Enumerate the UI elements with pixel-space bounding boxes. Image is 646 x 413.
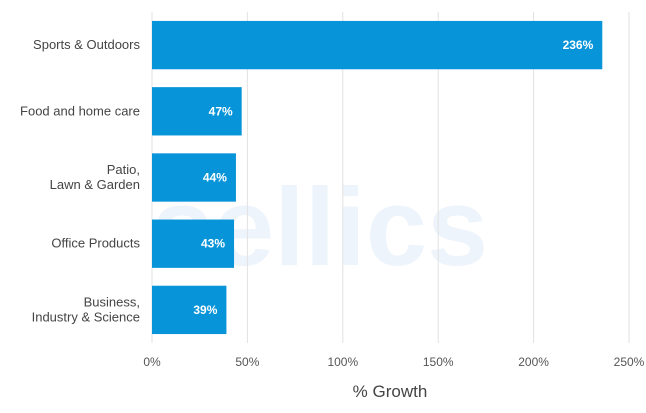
bar [152,20,603,70]
category-label: Patio, Lawn & Garden [50,162,140,192]
bar [152,87,242,136]
bar [152,153,236,202]
category-labels: Sports & Outdoors Food and home care Patio… [20,37,140,324]
data-label: 44% [203,171,227,185]
category-label: Sports & Outdoors [33,37,140,52]
x-tick-label: 250% [614,355,645,369]
category-label: Business, Industry & Science [32,294,140,324]
x-tick-labels: 0% 50% 100% 150% 200% 250% [143,355,644,369]
data-label: 236% [563,38,594,52]
category-label: Food and home care [20,103,140,118]
x-tick-label: 100% [327,355,358,369]
x-tick-label: 50% [235,355,259,369]
category-label: Office Products [51,236,140,251]
data-label: 47% [209,104,233,118]
x-axis-label: % Growth [353,382,428,401]
bars: 236% 47% 44% 43% 39% [152,20,603,335]
bar [152,285,227,335]
bar [152,219,235,268]
x-tick-label: 200% [518,355,549,369]
data-label: 43% [201,237,225,251]
data-label: 39% [193,303,217,317]
x-tick-label: 0% [143,355,161,369]
x-tick-label: 150% [423,355,454,369]
